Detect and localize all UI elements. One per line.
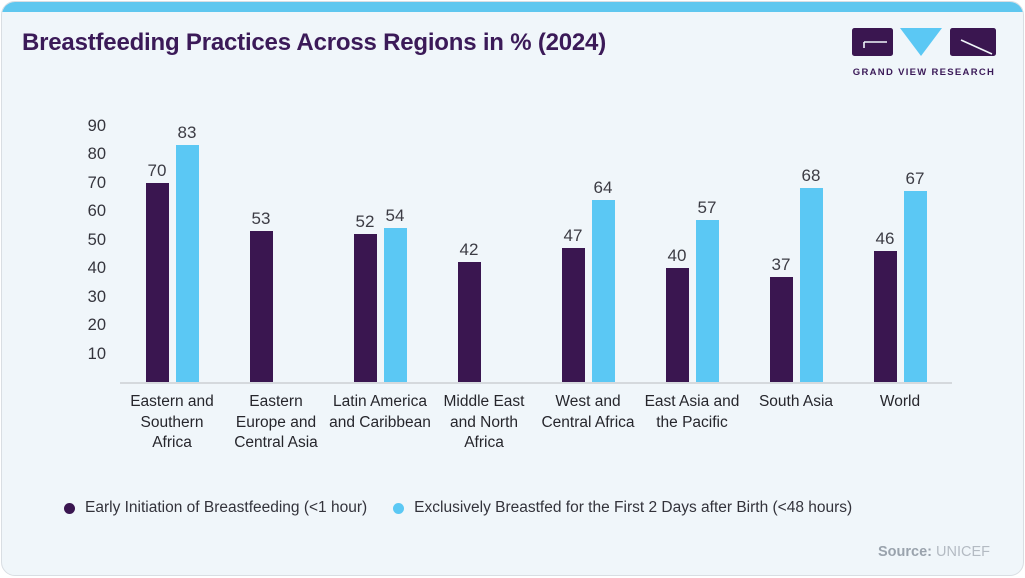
bar-value-label: 67	[905, 169, 925, 189]
x-axis-labels: Eastern and Southern Africa Eastern Europ…	[120, 382, 952, 454]
bar-value-label: 54	[385, 206, 405, 226]
bar-with-label: 64	[591, 177, 615, 382]
y-tick-label: 70	[87, 173, 106, 192]
header: Breastfeeding Practices Across Regions i…	[2, 12, 1023, 57]
bar-group: 70 83	[120, 123, 224, 382]
bar-exclusively-breastfed	[799, 188, 823, 382]
bar-early-initiation	[249, 230, 273, 382]
bar-early-initiation	[873, 250, 897, 382]
source-note: Source: UNICEF	[878, 544, 990, 560]
bar-early-initiation	[353, 233, 377, 382]
bar-group: 53	[224, 209, 328, 382]
bar-early-initiation	[769, 276, 793, 382]
y-tick-label: 60	[87, 202, 106, 220]
legend-label: Early Initiation of Breastfeeding (<1 ho…	[85, 499, 368, 516]
bar-with-label: 47	[561, 226, 585, 382]
bar-with-label: 83	[175, 123, 199, 382]
x-axis-label: World	[879, 393, 921, 410]
y-tick-label: 90	[87, 116, 106, 135]
bar-early-initiation	[457, 262, 481, 382]
bar-value-label: 42	[459, 240, 479, 260]
x-axis-label: Middle East and North Africa	[443, 393, 525, 451]
bar-with-label: 46	[873, 228, 897, 382]
bar-with-label: 53	[249, 208, 273, 382]
bar-exclusively-breastfed	[903, 191, 927, 382]
bar-early-initiation	[665, 268, 689, 382]
bar-early-initiation	[145, 182, 169, 382]
bar-with-label: 37	[769, 254, 793, 382]
x-axis-label: Latin America and Caribbean	[329, 393, 431, 431]
legend-item: Early Initiation of Breastfeeding (<1 ho…	[64, 499, 367, 517]
bar-exclusively-breastfed	[695, 219, 719, 382]
bar-value-label: 64	[593, 177, 613, 197]
bar-group: 40 57	[640, 198, 744, 382]
brand-logo: GRAND VIEW RESEARCH	[851, 28, 997, 78]
bar-early-initiation	[561, 248, 585, 382]
source-value: UNICEF	[936, 544, 990, 560]
chart-legend: Early Initiation of Breastfeeding (<1 ho…	[64, 499, 852, 517]
x-axis-label: Eastern Europe and Central Asia	[234, 393, 318, 451]
y-tick-label: 30	[87, 287, 106, 306]
y-tick-label: 20	[87, 316, 106, 334]
bar-with-label: 42	[457, 240, 481, 382]
bar-with-label: 70	[145, 160, 169, 382]
bar-value-label: 57	[697, 197, 717, 217]
legend-dot	[393, 502, 405, 514]
legend-dot	[64, 502, 75, 514]
bar-value-label: 52	[355, 211, 375, 231]
x-axis-label: Eastern and Southern Africa	[130, 393, 214, 451]
bar-group: 42	[432, 240, 536, 382]
bar-group: 46 67	[848, 169, 952, 382]
x-axis-line	[120, 382, 952, 384]
bar-with-label: 54	[383, 206, 407, 382]
bar-with-label: 40	[665, 246, 689, 382]
bar-value-label: 37	[771, 254, 791, 274]
bar-exclusively-breastfed	[591, 199, 615, 382]
bar-exclusively-breastfed	[175, 145, 199, 382]
legend-label: Exclusively Breastfed for the First 2 Da…	[414, 499, 853, 516]
bar-value-label: 47	[563, 226, 583, 246]
x-axis-label: East Asia and the Pacific	[644, 393, 740, 431]
bar-with-label: 52	[353, 211, 377, 382]
brand-name: GRAND VIEW RESEARCH	[852, 67, 996, 78]
bar-value-label: 83	[177, 123, 197, 143]
bar-with-label: 68	[799, 166, 823, 382]
bar-group: 37 68	[744, 166, 848, 382]
bar-with-label: 57	[695, 197, 719, 382]
bar-value-label: 53	[251, 208, 271, 228]
y-tick-label: 50	[87, 230, 106, 249]
bar-exclusively-breastfed	[383, 228, 407, 382]
x-axis-label: West and Central Africa	[541, 393, 635, 431]
bar-value-label: 40	[667, 246, 687, 265]
bar-with-label: 67	[903, 169, 927, 382]
bar-value-label: 68	[801, 166, 821, 186]
bar-groups: 70 83 53 52 54 42 47 64 40 57 37 68 46 67	[120, 123, 952, 382]
source-label: Source:	[877, 544, 932, 560]
y-tick-label: 40	[87, 259, 106, 277]
top-accent-strip	[2, 2, 1023, 12]
legend-item: Exclusively Breastfed for the First 2 Da…	[393, 499, 852, 517]
plot-area: 90 80 70 60 50 40 30 20 10 70 83 53 52 54 42 47 64 40 57 3…	[88, 117, 952, 384]
bar-chart: 90 80 70 60 50 40 30 20 10 70 83 53 52 54 42 47 64 40 57 3…	[2, 117, 1023, 454]
x-axis-label: South Asia	[758, 393, 834, 410]
page-title: Breastfeeding Practices Across Regions i…	[22, 29, 607, 56]
bar-value-label: 70	[147, 160, 167, 180]
gvr-logo-icon	[852, 28, 996, 56]
bar-group: 47 64	[536, 178, 640, 382]
bar-group: 52 54	[328, 206, 432, 382]
bar-value-label: 46	[875, 228, 895, 248]
y-tick-label: 10	[87, 344, 106, 363]
y-tick-label: 80	[87, 145, 106, 163]
